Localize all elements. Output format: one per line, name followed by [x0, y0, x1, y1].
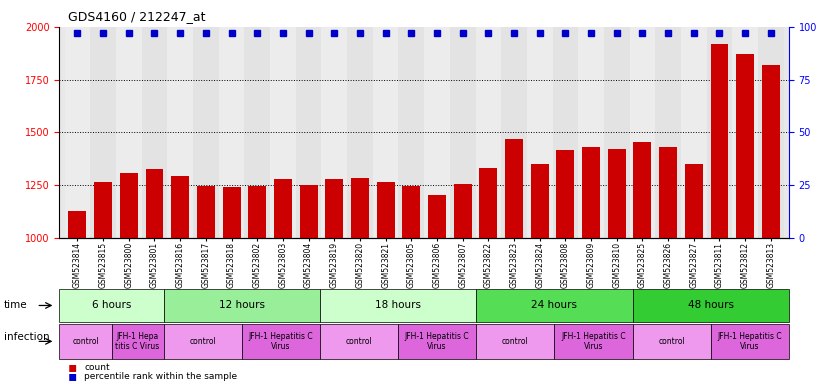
- Bar: [604, 27, 629, 238]
- Text: JFH-1 Hepatitis C
Virus: JFH-1 Hepatitis C Virus: [561, 332, 626, 351]
- Bar: [450, 27, 476, 238]
- Bar: [120, 173, 138, 238]
- Bar: [659, 147, 677, 238]
- Bar: [296, 27, 321, 238]
- Bar: [325, 179, 344, 238]
- Bar: [501, 27, 527, 238]
- Bar: [116, 27, 141, 238]
- Bar: [347, 27, 373, 238]
- Text: time: time: [4, 300, 28, 311]
- Bar: [655, 27, 681, 238]
- Bar: [64, 27, 90, 238]
- Bar: [193, 27, 219, 238]
- Bar: [634, 142, 652, 238]
- Bar: [453, 184, 472, 238]
- Bar: [270, 27, 296, 238]
- Bar: [425, 27, 450, 238]
- Bar: [141, 27, 168, 238]
- Bar: [351, 178, 369, 238]
- Bar: [707, 27, 733, 238]
- Text: JFH-1 Hepatitis C
Virus: JFH-1 Hepatitis C Virus: [249, 332, 313, 351]
- Text: 48 hours: 48 hours: [688, 300, 733, 311]
- Bar: [377, 182, 395, 238]
- Bar: [578, 27, 604, 238]
- Bar: [94, 182, 112, 238]
- Text: control: control: [502, 337, 529, 346]
- Text: ▪: ▪: [68, 360, 77, 374]
- Text: 18 hours: 18 hours: [375, 300, 421, 311]
- Bar: [197, 186, 215, 238]
- Bar: [244, 27, 270, 238]
- Text: 6 hours: 6 hours: [92, 300, 131, 311]
- Bar: [398, 27, 425, 238]
- Text: infection: infection: [4, 332, 50, 342]
- Text: ▪: ▪: [68, 369, 77, 383]
- Bar: [168, 27, 193, 238]
- Text: control: control: [345, 337, 373, 346]
- Bar: [557, 151, 574, 238]
- Bar: [145, 169, 164, 238]
- Bar: [249, 186, 266, 238]
- Bar: [171, 176, 189, 238]
- Bar: [527, 27, 553, 238]
- Bar: [274, 179, 292, 238]
- Text: 12 hours: 12 hours: [219, 300, 265, 311]
- Bar: [685, 164, 703, 238]
- Bar: [219, 27, 244, 238]
- Text: JFH-1 Hepatitis C
Virus: JFH-1 Hepatitis C Virus: [718, 332, 782, 351]
- Bar: [90, 27, 116, 238]
- Bar: [428, 195, 446, 238]
- Text: control: control: [72, 337, 99, 346]
- Bar: [733, 27, 758, 238]
- Bar: [300, 185, 317, 238]
- Text: 24 hours: 24 hours: [531, 300, 577, 311]
- Bar: [608, 149, 626, 238]
- Bar: [758, 27, 784, 238]
- Bar: [505, 139, 523, 238]
- Bar: [553, 27, 578, 238]
- Bar: [321, 27, 347, 238]
- Bar: [402, 186, 420, 238]
- Bar: [476, 27, 501, 238]
- Text: control: control: [658, 337, 685, 346]
- Text: JFH-1 Hepa
titis C Virus: JFH-1 Hepa titis C Virus: [116, 332, 159, 351]
- Bar: [69, 210, 87, 238]
- Bar: [582, 147, 600, 238]
- Bar: [222, 187, 240, 238]
- Bar: [710, 44, 729, 238]
- Text: count: count: [84, 362, 110, 372]
- Bar: [531, 164, 548, 238]
- Bar: [681, 27, 707, 238]
- Text: JFH-1 Hepatitis C
Virus: JFH-1 Hepatitis C Virus: [405, 332, 469, 351]
- Bar: [736, 55, 754, 238]
- Text: GDS4160 / 212247_at: GDS4160 / 212247_at: [68, 10, 205, 23]
- Text: control: control: [189, 337, 216, 346]
- Bar: [629, 27, 655, 238]
- Bar: [373, 27, 398, 238]
- Bar: [762, 65, 780, 238]
- Bar: [479, 168, 497, 238]
- Text: percentile rank within the sample: percentile rank within the sample: [84, 372, 237, 381]
